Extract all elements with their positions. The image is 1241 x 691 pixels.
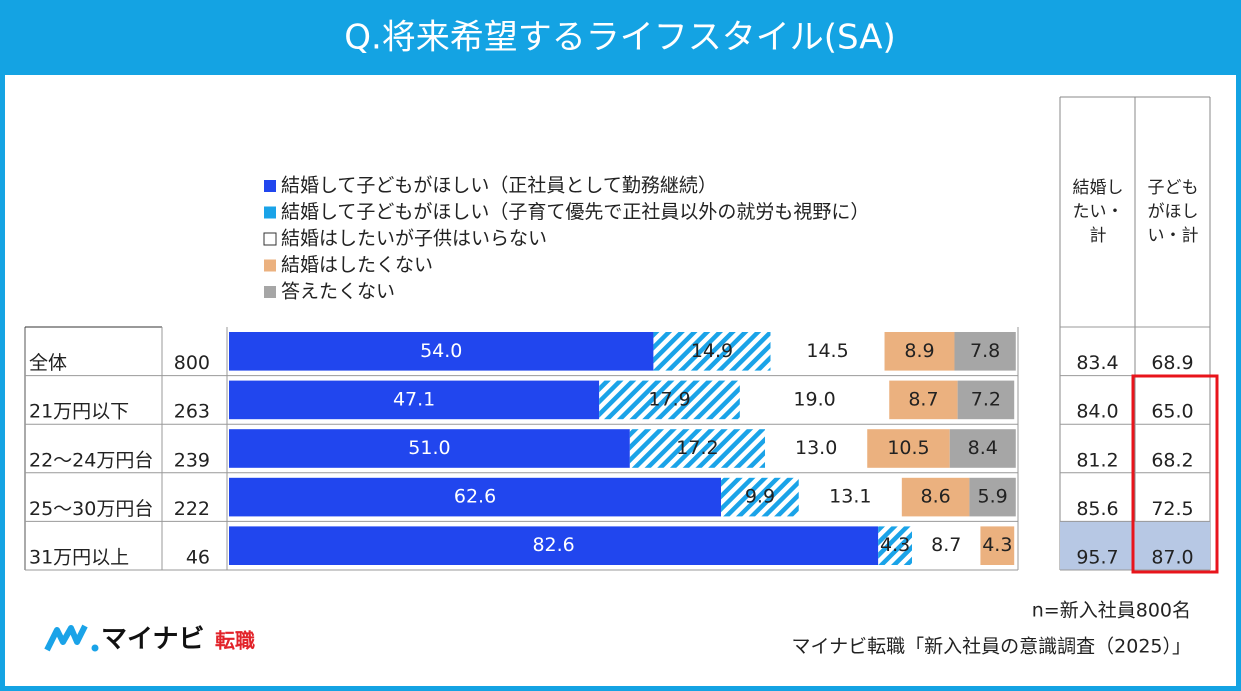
category-label: 31万円以上 — [29, 547, 129, 569]
value-label: 5.9 — [977, 486, 1007, 508]
legend-label: 結婚して子どもがほしい（正社員として勤務継続） — [281, 175, 717, 197]
logo-brand: マイナビ — [101, 625, 204, 655]
legend-swatch — [264, 259, 276, 272]
value-label: 8.6 — [921, 486, 951, 508]
bar-segment — [867, 429, 950, 468]
bar-segment — [721, 477, 799, 517]
total-value: 68.2 — [1151, 449, 1193, 471]
value-label: 14.5 — [806, 340, 848, 362]
total-value: 65.0 — [1151, 401, 1193, 423]
value-label: 62.6 — [454, 486, 496, 508]
bar-segment — [653, 332, 771, 371]
legend-label: 結婚して子どもがほしい（子育て優先で正社員以外の就労も視野に） — [281, 201, 869, 223]
logo-icon — [44, 624, 88, 652]
chart-title: Q.将来希望するライフスタイル(SA) — [344, 18, 896, 58]
value-label: 9.9 — [745, 486, 775, 508]
total-value: 85.6 — [1076, 498, 1118, 520]
legend-swatch — [264, 286, 276, 298]
bar-segment — [629, 429, 766, 468]
category-label: 21万円以下 — [29, 401, 129, 423]
value-label: 4.3 — [982, 534, 1012, 556]
bar-segment — [912, 526, 981, 565]
bar-segment — [954, 332, 1016, 371]
title-band — [5, 0, 1236, 75]
total-value: 81.2 — [1076, 449, 1118, 471]
source: マイナビ転職「新入社員の意識調査（2025）」 — [792, 636, 1191, 658]
legend-label: 答えたくない — [281, 281, 395, 303]
row-highlight — [1060, 521, 1210, 570]
bar-segment — [969, 477, 1016, 517]
value-label: 4.3 — [880, 534, 910, 556]
bar-segment — [599, 380, 740, 420]
bar-segment — [878, 526, 913, 565]
bar-segment — [765, 429, 868, 468]
bar-segment — [957, 380, 1015, 420]
value-label: 51.0 — [408, 437, 450, 459]
column-header: 子どもがほしい・計 — [1147, 178, 1199, 246]
legend-swatch — [264, 206, 276, 219]
n-label: 239 — [174, 449, 210, 471]
value-label: 47.1 — [393, 388, 435, 410]
value-label: 8.9 — [904, 340, 934, 362]
bar-segment — [739, 380, 890, 420]
logo: マイナビ 転職 — [44, 624, 255, 655]
bar-segment — [889, 380, 958, 420]
n-label: 263 — [174, 401, 210, 423]
bar-segment — [884, 332, 955, 371]
total-value: 72.5 — [1151, 498, 1193, 520]
total-value: 68.9 — [1151, 352, 1193, 374]
total-value: 84.0 — [1076, 401, 1118, 423]
value-label: 8.7 — [931, 534, 961, 556]
value-label: 14.9 — [691, 340, 733, 362]
legend-label: 結婚はしたくない — [281, 254, 433, 276]
logo-dot — [91, 644, 99, 652]
bar-segment — [229, 332, 654, 371]
bar-segment — [229, 380, 600, 420]
bar-segment — [229, 526, 879, 565]
value-label: 13.1 — [829, 486, 871, 508]
total-value: 95.7 — [1076, 547, 1118, 569]
bar-segment — [980, 526, 1015, 565]
chart: Q.将来希望するライフスタイル(SA) 結婚して子どもがほしい（正社員として勤務… — [5, 0, 1236, 658]
legend-label: 結婚はしたいが子供はいらない — [281, 228, 547, 250]
value-label: 54.0 — [420, 340, 462, 362]
category-label: 全体 — [29, 352, 67, 374]
value-label: 17.9 — [648, 388, 690, 410]
column-header: 結婚したい・計 — [1072, 178, 1124, 246]
bar-segment — [770, 332, 885, 371]
value-label: 8.7 — [908, 388, 938, 410]
value-label: 7.8 — [970, 340, 1000, 362]
legend-swatch — [264, 180, 276, 192]
value-label: 7.2 — [971, 388, 1001, 410]
total-value: 83.4 — [1076, 352, 1118, 374]
value-label: 8.4 — [968, 437, 998, 459]
bar-segment — [949, 429, 1016, 468]
value-label: 19.0 — [793, 388, 835, 410]
n-label: 222 — [174, 498, 210, 520]
bar-segment — [229, 477, 722, 517]
value-label: 10.5 — [887, 437, 929, 459]
value-label: 13.0 — [795, 437, 837, 459]
highlight-box — [1131, 374, 1219, 574]
bar-segment — [798, 477, 902, 517]
logo-service: 転職 — [215, 629, 255, 653]
value-label: 82.6 — [532, 534, 574, 556]
n-label: 46 — [186, 547, 210, 569]
category-label: 25～30万円台 — [29, 498, 153, 520]
bar-segment — [229, 429, 630, 468]
note: n=新入社員800名 — [1032, 600, 1191, 622]
total-value: 87.0 — [1151, 547, 1193, 569]
n-label: 800 — [174, 352, 210, 374]
value-label: 17.2 — [676, 437, 718, 459]
category-label: 22～24万円台 — [29, 449, 153, 471]
bar-segment — [901, 477, 970, 517]
legend-swatch — [263, 232, 277, 246]
